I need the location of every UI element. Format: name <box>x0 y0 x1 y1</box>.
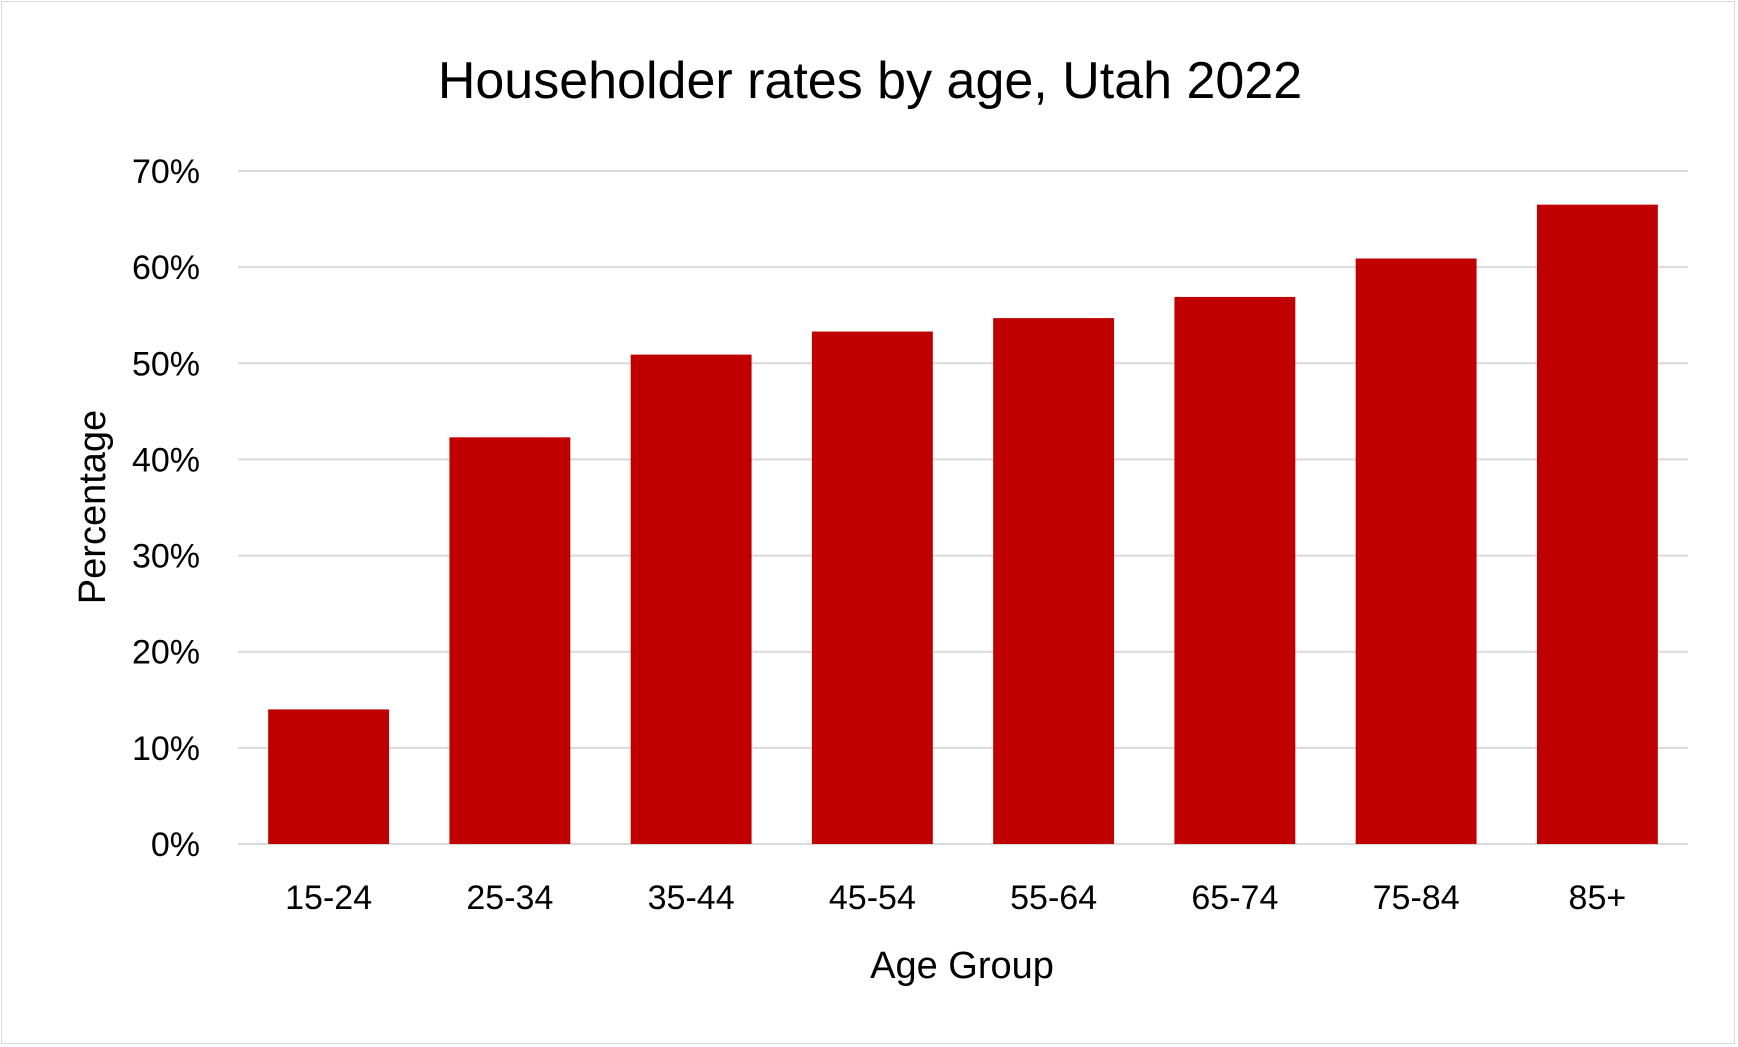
bar-75-84 <box>1355 258 1477 844</box>
bars <box>268 204 1658 844</box>
x-tick-label: 35-44 <box>648 879 735 917</box>
bar-25-34 <box>449 437 571 844</box>
x-axis-ticks: 15-24 25-34 35-44 45-54 55-64 65-74 75-84 85+ <box>285 879 1626 917</box>
y-axis-ticks: 0% 10% 20% 30% 40% 50% 60% 70% <box>132 153 200 864</box>
x-tick-label: 75-84 <box>1373 879 1460 917</box>
y-tick-label: 70% <box>132 153 200 191</box>
x-tick-label: 65-74 <box>1191 879 1278 917</box>
bar-55-64 <box>993 318 1115 844</box>
bar-15-24 <box>268 709 390 844</box>
y-tick-label: 10% <box>132 730 200 768</box>
y-tick-label: 20% <box>132 634 200 672</box>
bar-35-44 <box>630 354 752 844</box>
chart-title: Householder rates by age, Utah 2022 <box>438 52 1302 110</box>
x-tick-label: 85+ <box>1569 879 1627 917</box>
x-tick-label: 45-54 <box>829 879 916 917</box>
y-tick-label: 40% <box>132 441 200 479</box>
y-tick-label: 0% <box>151 826 200 864</box>
y-tick-label: 50% <box>132 345 200 383</box>
y-tick-label: 60% <box>132 249 200 287</box>
x-tick-label: 55-64 <box>1010 879 1097 917</box>
y-tick-label: 30% <box>132 538 200 576</box>
x-tick-label: 25-34 <box>466 879 553 917</box>
x-axis-title: Age Group <box>870 945 1054 987</box>
x-tick-label: 15-24 <box>285 879 372 917</box>
bar-45-54 <box>811 331 933 844</box>
bar-65-74 <box>1174 296 1296 844</box>
y-axis-title: Percentage <box>72 410 114 604</box>
bar-85+ <box>1536 204 1658 844</box>
